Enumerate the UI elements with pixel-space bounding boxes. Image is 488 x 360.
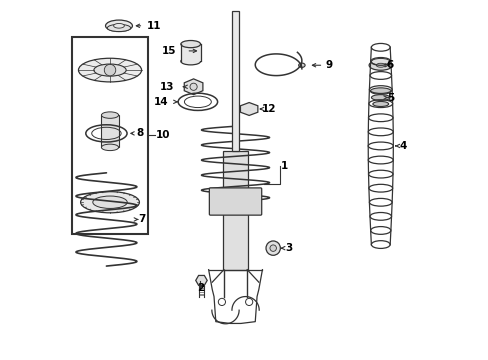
Circle shape xyxy=(104,64,116,76)
Circle shape xyxy=(265,241,280,255)
Text: 7: 7 xyxy=(139,215,146,224)
Text: 4: 4 xyxy=(399,141,407,151)
Ellipse shape xyxy=(181,41,200,48)
Polygon shape xyxy=(184,79,203,95)
Polygon shape xyxy=(195,275,207,285)
Ellipse shape xyxy=(107,24,130,32)
Ellipse shape xyxy=(81,192,139,213)
Ellipse shape xyxy=(101,144,119,150)
Text: 1: 1 xyxy=(281,161,288,171)
Bar xyxy=(101,115,119,147)
Ellipse shape xyxy=(372,102,388,107)
Text: 8: 8 xyxy=(136,129,143,138)
Text: 3: 3 xyxy=(285,243,292,253)
Text: 15: 15 xyxy=(162,46,176,56)
Ellipse shape xyxy=(369,88,390,94)
Text: 6: 6 xyxy=(386,60,393,70)
Text: 2: 2 xyxy=(197,283,204,293)
Bar xyxy=(72,37,147,234)
Ellipse shape xyxy=(113,23,124,28)
Text: 12: 12 xyxy=(261,104,276,114)
Ellipse shape xyxy=(368,60,392,70)
Ellipse shape xyxy=(105,20,132,32)
Ellipse shape xyxy=(78,58,142,82)
Text: 13: 13 xyxy=(160,82,174,92)
Bar xyxy=(223,151,247,270)
Circle shape xyxy=(190,83,197,90)
Text: 11: 11 xyxy=(147,21,161,31)
Ellipse shape xyxy=(101,112,119,118)
Text: 14: 14 xyxy=(154,97,168,107)
Text: 10: 10 xyxy=(155,130,170,140)
Circle shape xyxy=(269,245,276,251)
Bar xyxy=(231,12,239,151)
Ellipse shape xyxy=(93,196,127,208)
Ellipse shape xyxy=(371,95,389,100)
FancyBboxPatch shape xyxy=(209,188,261,215)
Ellipse shape xyxy=(376,63,385,67)
Bar xyxy=(181,44,200,61)
Text: 5: 5 xyxy=(386,93,393,103)
Polygon shape xyxy=(240,103,257,116)
Ellipse shape xyxy=(181,58,200,65)
Text: 9: 9 xyxy=(325,60,332,70)
Ellipse shape xyxy=(371,58,389,65)
Ellipse shape xyxy=(94,64,126,76)
Ellipse shape xyxy=(298,63,305,67)
